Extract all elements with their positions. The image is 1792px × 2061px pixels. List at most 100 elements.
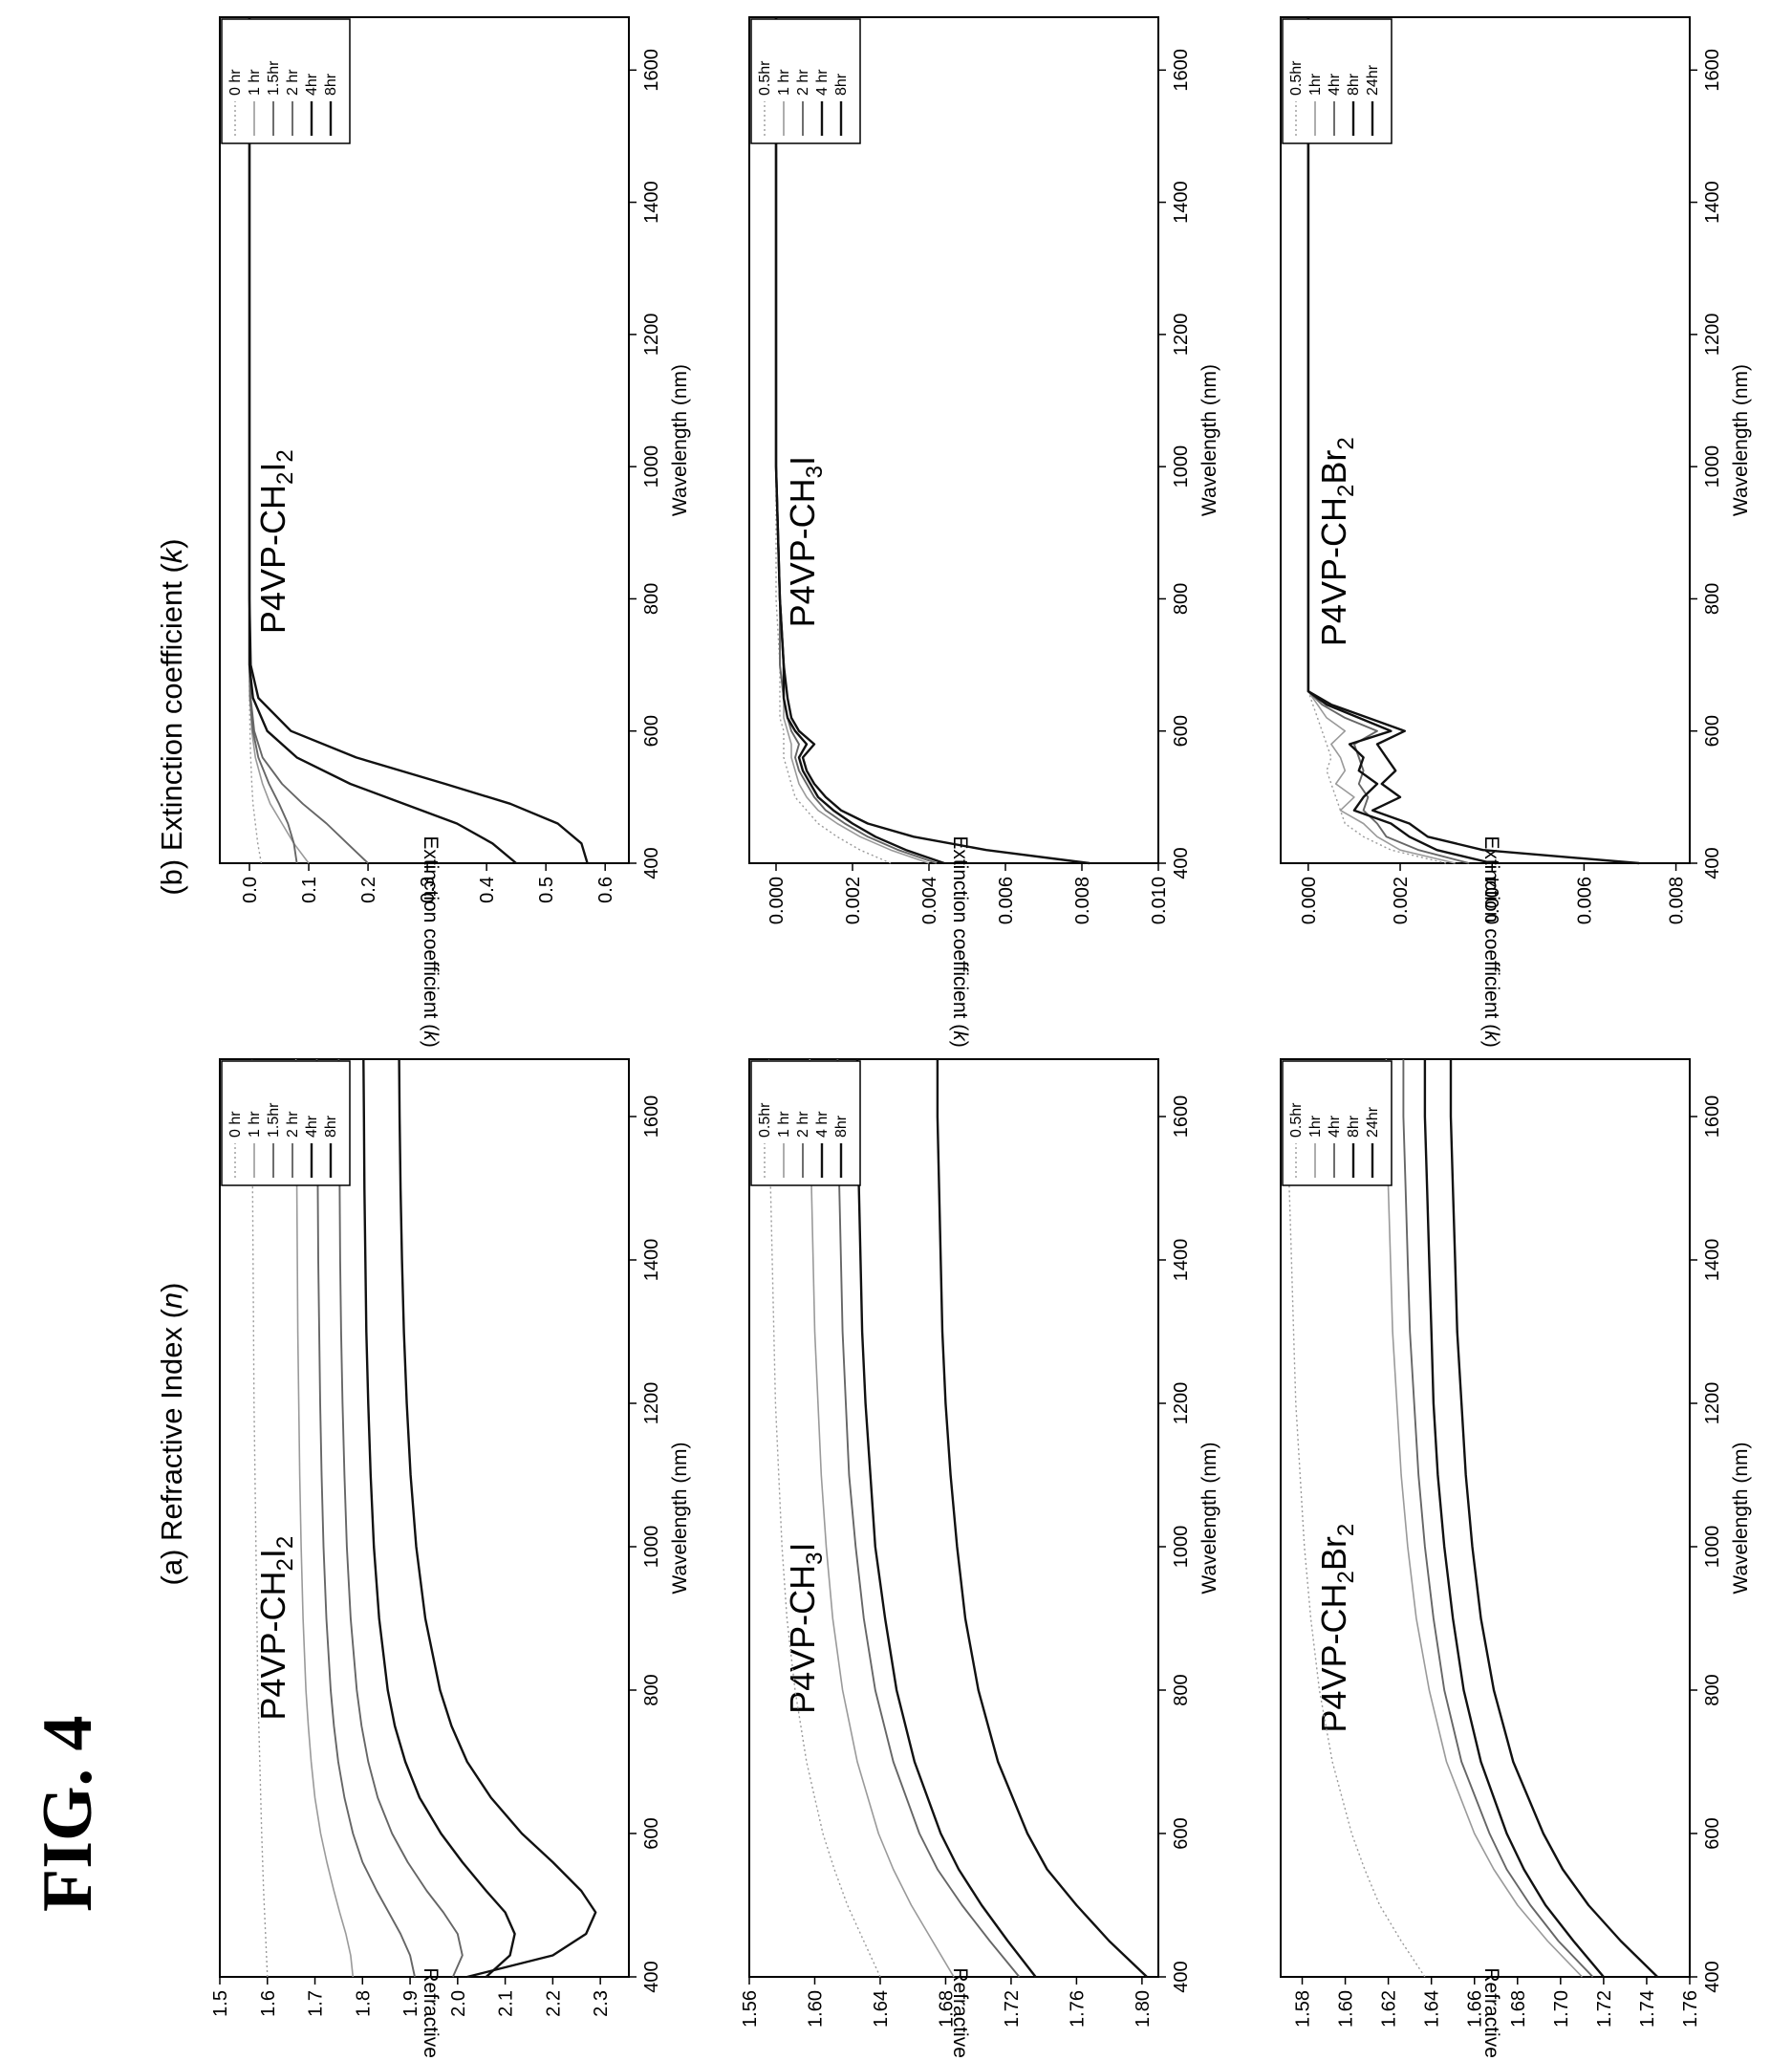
- y-tick-label: 1.60: [1336, 1990, 1357, 2028]
- x-tick-label: 800: [1171, 1674, 1192, 1705]
- y-tick-label: 0.008: [1072, 877, 1093, 924]
- x-tick-label: 800: [1702, 1674, 1723, 1705]
- y-tick-label: 0.5: [536, 877, 557, 903]
- y-tick-label: 0.008: [1667, 877, 1688, 924]
- legend-label: 2 hr: [285, 1111, 301, 1138]
- x-tick-label: 600: [641, 715, 662, 747]
- x-tick-label: 400: [1702, 1961, 1723, 1992]
- y-axis-label-symbol: k: [1480, 1030, 1502, 1042]
- x-tick-label: 1600: [1702, 1096, 1723, 1139]
- series-line: [337, 1058, 464, 1978]
- y-tick-label: 1.6: [258, 1990, 279, 2017]
- legend-label: 0.5hr: [1288, 60, 1305, 96]
- x-tick-label: 800: [1702, 583, 1723, 615]
- panel-title-main: P4VP-CH: [783, 478, 822, 627]
- y-tick-label: 1.56: [740, 1990, 761, 2028]
- column-title-extinction-coefficient: (b) Extinction coefficient (k): [155, 538, 188, 895]
- column-title-b-close: ): [155, 538, 188, 548]
- panel-title: P4VP-CH2I2: [253, 1536, 298, 1721]
- x-tick-label: 1200: [1702, 314, 1723, 357]
- legend-box: [221, 18, 351, 144]
- legend-label: 1hr: [1307, 73, 1324, 96]
- column-title-b-symbol: k: [155, 547, 188, 563]
- y-axis-label: Extinction coefficient (k): [1480, 835, 1502, 1047]
- panel-title-subscript: 2: [1333, 1571, 1359, 1583]
- legend-label: 1 hr: [247, 1111, 263, 1138]
- y-tick-label: 0.010: [1149, 877, 1170, 924]
- y-tick-label: 0.004: [919, 877, 940, 924]
- legend-label: 1 hr: [776, 1111, 792, 1138]
- chart-grid: 400 600 800 1000 1200 1400 1600 Wavelength (nm)…: [210, 16, 1752, 2061]
- y-tick-label: 0.4: [477, 877, 498, 903]
- panel-title: P4VP-CH2I2: [253, 449, 298, 634]
- legend-label: 2 hr: [795, 1111, 811, 1138]
- x-tick-label: 1000: [641, 1526, 662, 1569]
- column-title-refractive-index: (a) Refractive Index (n): [155, 1282, 188, 1585]
- y-tick-label: 1.70: [1551, 1990, 1572, 2028]
- y-axis-label-text: Extinction coefficient (: [1480, 835, 1502, 1030]
- y-tick-label: 0.002: [1391, 877, 1412, 924]
- x-tick-label: 600: [1171, 1817, 1192, 1849]
- y-tick-label: 1.9: [400, 1990, 421, 2017]
- series-line: [1423, 1059, 1605, 1978]
- legend-label: 1.5hr: [266, 60, 282, 96]
- y-tick-label: 0.000: [1299, 877, 1320, 924]
- x-tick-label: 1000: [1702, 1526, 1723, 1569]
- legend-label: 8hr: [1346, 1115, 1362, 1138]
- y-axis-label-symbol: k: [420, 1030, 442, 1042]
- legend-box: [221, 1060, 351, 1186]
- legend-label: 4hr: [304, 1115, 320, 1138]
- panel-title-element: I: [783, 1542, 822, 1551]
- y-axis-label-text: Refractive Index (: [949, 1967, 971, 2061]
- legend-label: 4 hr: [814, 1111, 831, 1138]
- panel-title-main: P4VP-CH: [1314, 1584, 1353, 1733]
- panel-title: P4VP-CH3I: [783, 1542, 828, 1713]
- x-tick-label: 1600: [1702, 49, 1723, 92]
- plot-frame: [219, 1058, 630, 1978]
- y-tick-label: 0.006: [1574, 877, 1595, 924]
- y-axis-label-text: Extinction coefficient (: [949, 835, 971, 1030]
- y-tick-label: 1.7: [306, 1990, 327, 2017]
- y-tick-label: 1.72: [1002, 1990, 1023, 2028]
- panel-title-subscript: 2: [272, 1536, 298, 1549]
- y-tick-label: 0.006: [996, 877, 1017, 924]
- x-tick-label: 400: [1702, 847, 1723, 879]
- y-tick-label: 0.004: [1482, 877, 1503, 924]
- panel-title-element: I: [783, 456, 822, 466]
- panel-title-element: Br: [1314, 1536, 1353, 1571]
- legend-label: 0.5hr: [757, 60, 773, 96]
- y-tick-label: 1.62: [1379, 1990, 1400, 2028]
- legend-label: 2 hr: [795, 69, 811, 96]
- legend-label: 1hr: [1307, 1115, 1324, 1138]
- legend-label: 8hr: [833, 73, 850, 96]
- x-tick-label: 1200: [1171, 314, 1192, 357]
- y-tick-label: 2.2: [543, 1990, 564, 2017]
- y-tick-label: 1.64: [871, 1990, 892, 2028]
- y-axis-label-text: Refractive Index (: [420, 1967, 442, 2061]
- legend-label: 0 hr: [227, 1111, 244, 1138]
- y-tick-label: 1.5: [210, 1990, 231, 2017]
- series-line: [1449, 1059, 1659, 1978]
- x-tick-label: 400: [1171, 1961, 1192, 1992]
- column-title-a-close: ): [155, 1282, 188, 1291]
- x-tick-label: 1200: [1171, 1382, 1192, 1425]
- x-tick-label: 1400: [641, 181, 662, 224]
- x-tick-label: 400: [1171, 847, 1192, 879]
- y-axis-label: Refractive Index (n): [949, 1967, 971, 2061]
- y-tick-label: 1.72: [1594, 1990, 1615, 2028]
- panel-title-subscript: 2: [1333, 1524, 1359, 1536]
- y-axis-label-close: ): [949, 1041, 971, 1048]
- y-tick-label: 0.000: [766, 877, 788, 924]
- y-tick-label: 1.68: [1508, 1990, 1529, 2028]
- y-tick-label: 0.0: [240, 877, 261, 903]
- legend-label: 8hr: [323, 73, 339, 96]
- plot-frame: [1280, 1058, 1691, 1978]
- legend-label: 0 hr: [227, 69, 244, 96]
- x-axis-label: Wavelength (nm): [1198, 1442, 1220, 1594]
- x-tick-label: 400: [641, 1961, 662, 1992]
- panel-title: P4VP-CH2Br2: [1314, 437, 1359, 646]
- y-tick-label: 2.1: [496, 1990, 517, 2017]
- x-tick-label: 1400: [1702, 1239, 1723, 1282]
- panel-title: P4VP-CH3I: [783, 456, 828, 627]
